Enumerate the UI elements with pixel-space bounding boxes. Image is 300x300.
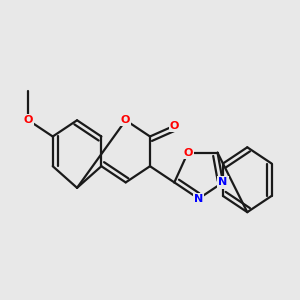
Text: O: O <box>24 115 33 125</box>
Text: O: O <box>169 121 179 131</box>
Text: O: O <box>183 148 193 158</box>
Text: N: N <box>218 177 228 188</box>
Text: N: N <box>194 194 203 204</box>
Text: O: O <box>121 115 130 125</box>
